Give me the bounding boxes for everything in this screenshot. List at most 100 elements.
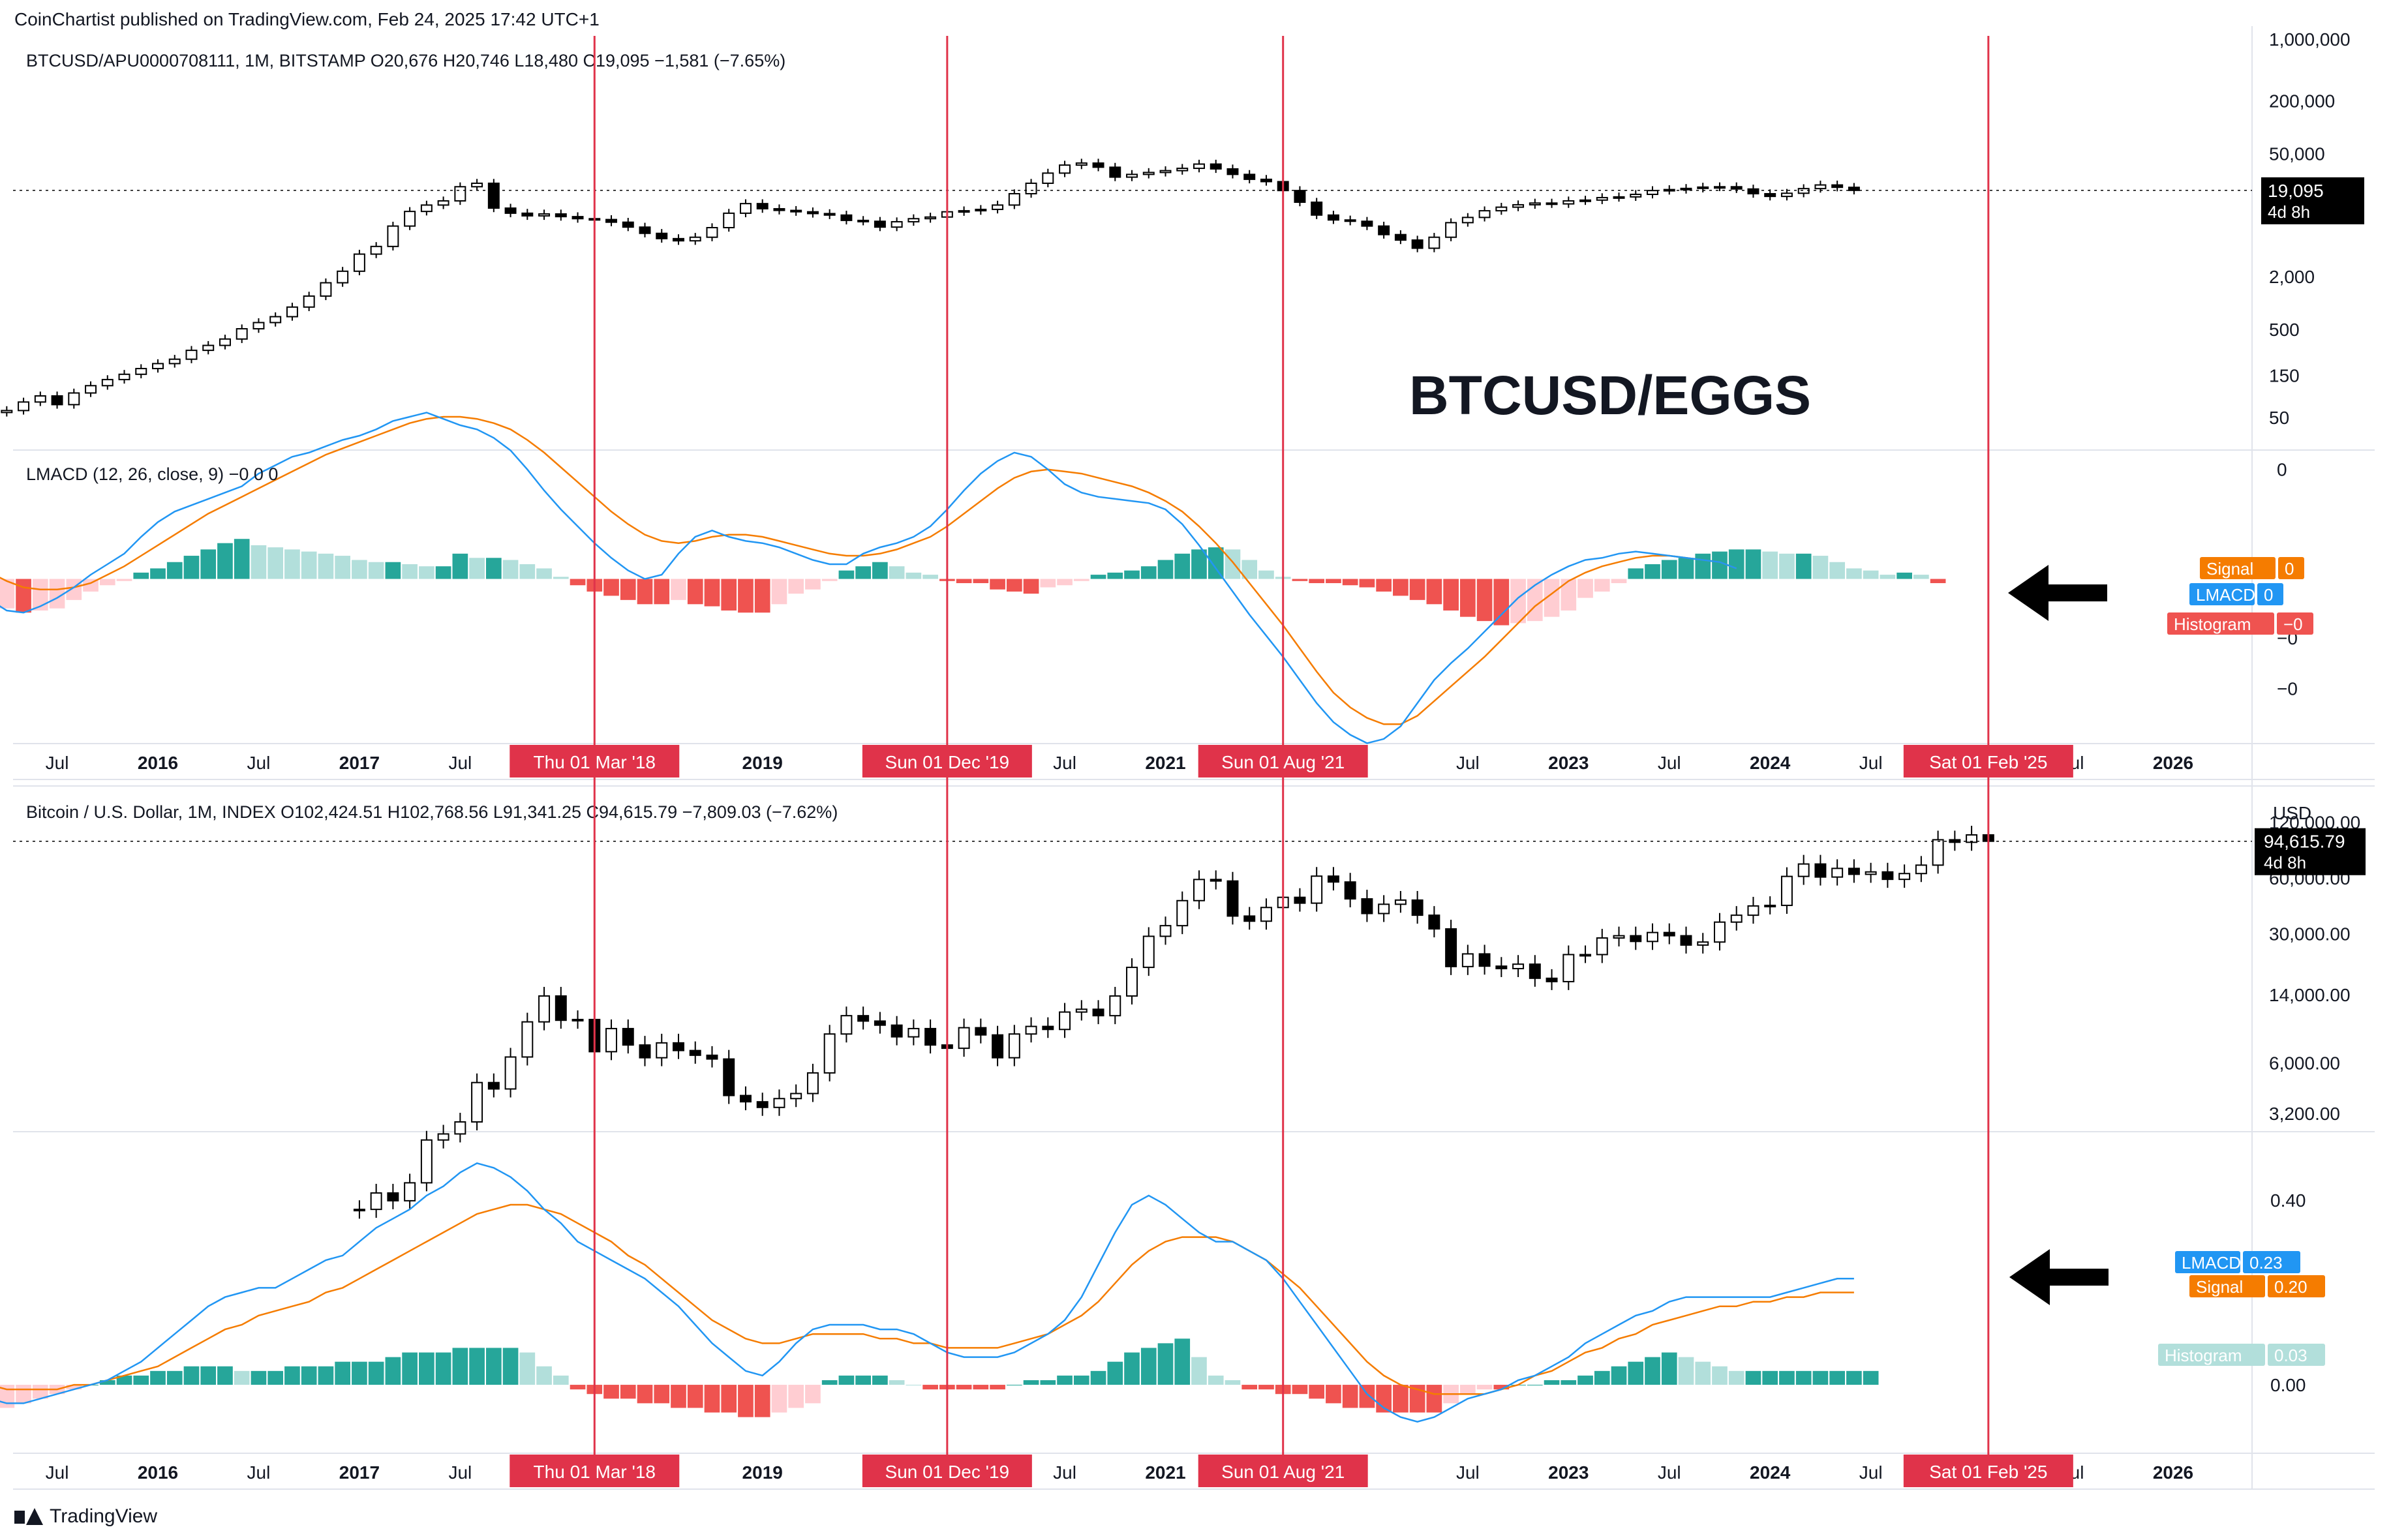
candle-body (1394, 899, 1407, 905)
histogram-bar (570, 1385, 586, 1390)
candle-body (924, 1027, 937, 1046)
candle-body (673, 1042, 684, 1051)
candle-body (958, 210, 970, 213)
histogram-badge-2-label-bg (2158, 1344, 2265, 1366)
candle-body (1747, 905, 1759, 916)
time-axis-tick: Jul (448, 1462, 472, 1483)
histogram-bar (1443, 579, 1459, 611)
candle-body (504, 207, 517, 214)
time-axis-tick: Jul (1658, 753, 1681, 773)
histogram-badge-2-value-bg (2268, 1344, 2325, 1366)
candle-body (1176, 899, 1189, 927)
histogram-bar (217, 1366, 233, 1385)
eggs-legend: BTCUSD/APU0000708111, 1M, BITSTAMP O20,6… (26, 51, 785, 70)
candle-body (404, 1182, 416, 1201)
candle-body (1159, 170, 1172, 174)
candle-body (320, 282, 332, 297)
candle-body (51, 395, 63, 406)
signal-badge-2-value: 0.20 (2274, 1277, 2307, 1297)
eggs-macd-y-tick: 0 (2277, 460, 2287, 480)
histogram-bar (1258, 570, 1274, 579)
histogram-bar (1896, 572, 1912, 579)
histogram-bar (536, 1366, 552, 1385)
histogram-bar (116, 579, 132, 581)
histogram-bar (1762, 551, 1778, 579)
candle-body (437, 200, 449, 206)
histogram-bar (788, 579, 804, 594)
histogram-bar (771, 579, 787, 605)
histogram-bar (1326, 579, 1341, 584)
histogram-bar (1090, 1370, 1106, 1385)
histogram-bar (385, 1357, 401, 1385)
candle-body (1596, 937, 1608, 956)
candle-body (370, 1192, 382, 1211)
date-marker-label-bg (1903, 1455, 2073, 1487)
candle-body (1713, 186, 1726, 189)
histogram-bar (654, 579, 670, 605)
histogram-bar (435, 566, 451, 579)
candle-body (790, 1093, 802, 1100)
histogram-bar (217, 543, 233, 579)
histogram-bar (721, 1385, 737, 1413)
histogram-bar (352, 1361, 367, 1385)
candle-body (34, 395, 46, 403)
time-axis-tick: 2017 (339, 1462, 380, 1483)
btc-macd-pane: 0.40 0.00 (0, 1162, 2306, 1423)
candle-body (152, 363, 164, 370)
histogram-bar (754, 1385, 770, 1417)
histogram-bar (502, 560, 519, 579)
candle-body (1713, 921, 1726, 943)
histogram-bar (1544, 1380, 1560, 1385)
date-marker-label: Thu 01 Mar '18 (534, 1462, 656, 1482)
candle-body (1579, 954, 1592, 957)
histogram-bar (318, 553, 334, 579)
histogram-bar (704, 579, 720, 607)
tradingview-logo[interactable]: TradingView (14, 1505, 157, 1528)
candle-body (1529, 963, 1541, 979)
histogram-bar (402, 564, 418, 579)
histogram-bar (838, 1375, 855, 1385)
candle-body (1394, 234, 1407, 241)
price-tag-countdown: 4d 8h (2268, 202, 2310, 222)
time-axis-tick: 2021 (1145, 1462, 1185, 1483)
lmacd-badge-1: LMACD 0 (2189, 583, 2283, 605)
candle-body (1142, 935, 1155, 969)
candle-body (1327, 875, 1339, 883)
candle-body (387, 1192, 399, 1201)
price-tag-value: 19,095 (2268, 181, 2324, 201)
candle-body (471, 1081, 483, 1123)
histogram-bar (32, 1385, 48, 1399)
signal-badge-2: Signal 0.20 (2189, 1275, 2325, 1297)
histogram-bar (452, 1348, 468, 1385)
candle-body (605, 219, 618, 223)
candle-body (739, 203, 752, 214)
candle-body (891, 220, 903, 228)
candle-body (454, 186, 466, 202)
date-marker: Sat 01 Feb '25 Sat 01 Feb '25 (1903, 36, 2073, 1487)
histogram-bar (1174, 553, 1191, 579)
candle-body (1042, 172, 1054, 184)
candle-body (806, 211, 819, 215)
btc-legend: Bitcoin / U.S. Dollar, 1M, INDEX O102,42… (26, 802, 838, 822)
histogram-bar (335, 556, 350, 579)
candle-body (689, 236, 701, 242)
histogram-bar (1393, 1385, 1409, 1413)
histogram-bar (1476, 579, 1493, 622)
candle-body (1109, 995, 1121, 1017)
date-marker-label: Sun 01 Dec '19 (885, 752, 1010, 772)
candle-body (1092, 1008, 1104, 1017)
candle-body (1025, 1025, 1037, 1035)
candle-body (1378, 225, 1390, 235)
date-marker-label: Sun 01 Dec '19 (885, 1462, 1010, 1482)
histogram-bar (855, 566, 871, 579)
candle-body (874, 1020, 886, 1026)
histogram-bar (116, 1375, 132, 1385)
candle-body (1059, 164, 1071, 174)
btc-pane: 120,000.0060,000.0030,000.0014,000.006,0… (13, 802, 2366, 1219)
candle-body (1025, 182, 1037, 194)
histogram-bar (872, 1375, 888, 1385)
time-axis-tick: 2023 (1548, 753, 1589, 773)
candle-body (420, 1139, 433, 1184)
histogram-bar (1880, 575, 1896, 579)
